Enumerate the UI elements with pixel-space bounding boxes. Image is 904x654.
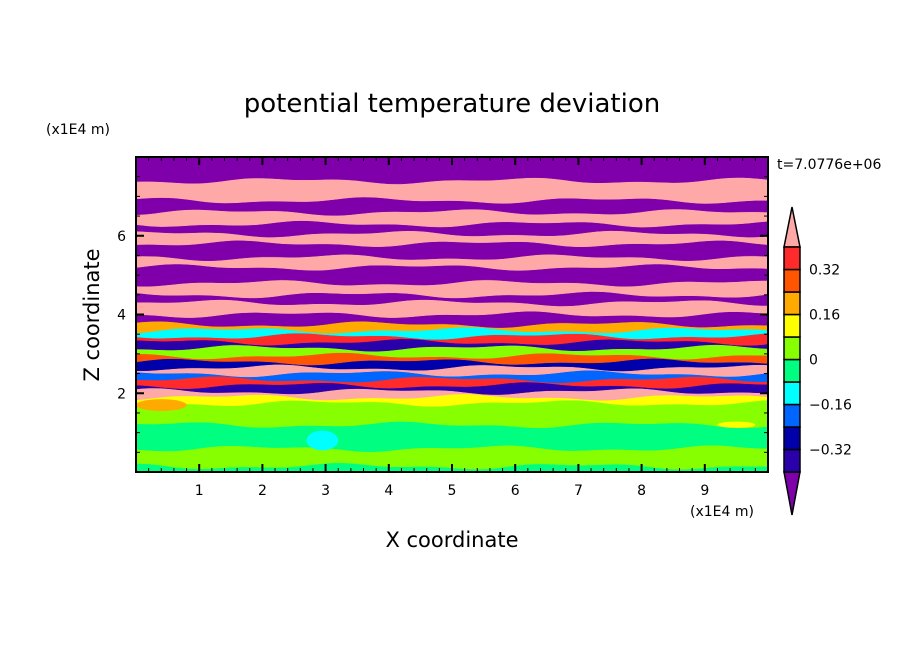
chart-title: potential temperature deviation [244, 89, 660, 119]
x-tick-label: 5 [448, 483, 457, 499]
colorbar-tick-label: −0.32 [809, 443, 852, 459]
x-tick-label: 1 [195, 483, 204, 499]
time-annotation: t=7.0776e+06 [777, 157, 881, 173]
y-unit-label: (x1E4 m) [46, 122, 110, 138]
colorbar-swatch [783, 246, 801, 271]
colorbar-swatch [783, 381, 801, 406]
colorbar-swatch [783, 268, 801, 293]
colorbar-swatch [783, 403, 801, 428]
x-tick-label: 3 [321, 483, 330, 499]
contour-band [135, 208, 769, 228]
x-tick-label: 6 [511, 483, 520, 499]
x-tick-label: 9 [700, 483, 709, 499]
contour-patch [717, 421, 756, 428]
y-axis-label: Z coordinate [80, 248, 104, 381]
colorbar-swatch [783, 336, 801, 361]
colorbar-lower-extend [783, 471, 801, 516]
x-tick-label: 2 [258, 483, 267, 499]
colorbar-tick-label: −0.16 [809, 398, 852, 414]
colorbar-swatch [783, 448, 801, 473]
colorbar: 0.32 0.16 0 −0.16 −0.32 [783, 206, 852, 516]
colorbar-swatch [783, 426, 801, 451]
x-unit-label: (x1E4 m) [690, 504, 754, 520]
colorbar-swatch [783, 291, 801, 316]
x-tick-label: 7 [574, 483, 583, 499]
x-tick-label: 8 [637, 483, 646, 499]
x-tick-label: 4 [384, 483, 393, 499]
colorbar-tick-label: 0 [809, 353, 818, 369]
colorbar-tick-label: 0.32 [809, 263, 840, 279]
y-tick-label: 2 [117, 386, 126, 402]
colorbar-upper-extend [783, 206, 801, 248]
colorbar-swatch [783, 313, 801, 338]
x-axis-label: X coordinate [385, 528, 518, 552]
colorbar-tick-label: 0.16 [809, 308, 840, 324]
contour-patch [136, 399, 187, 411]
axes: 1 2 3 4 5 6 7 8 9 2 4 6 [117, 156, 769, 499]
plot-area [135, 156, 769, 473]
y-tick-label: 6 [117, 229, 126, 245]
colorbar-swatch [783, 358, 801, 383]
y-tick-label: 4 [117, 308, 126, 324]
contour-patch [306, 430, 339, 451]
